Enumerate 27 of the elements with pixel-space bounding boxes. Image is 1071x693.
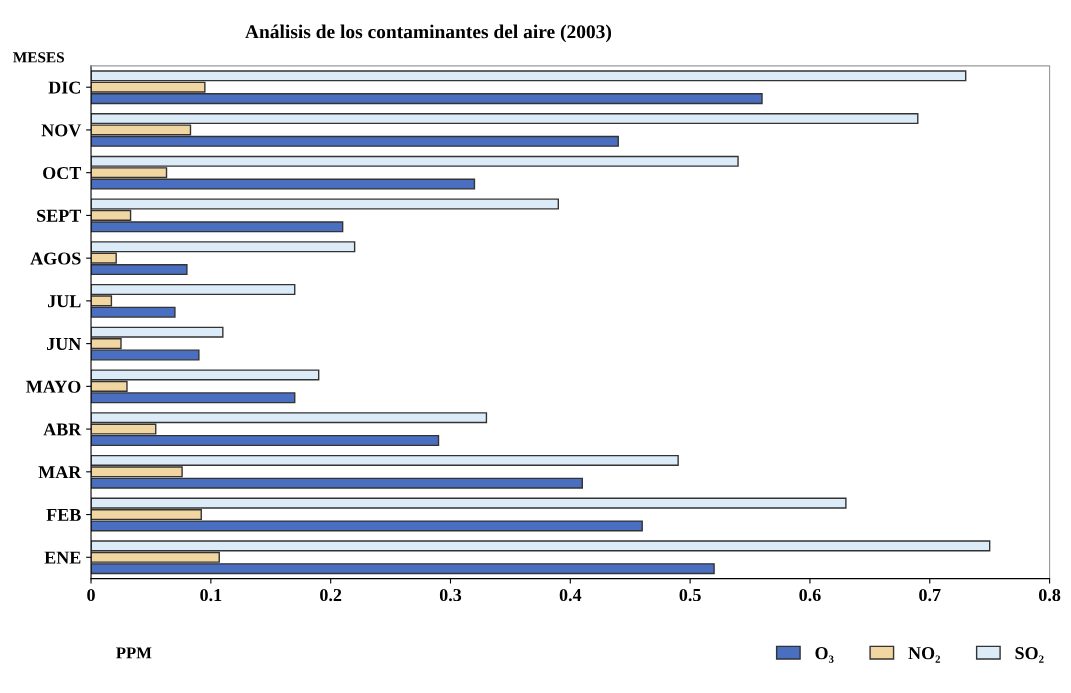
- y-tick-label: NOV: [41, 124, 82, 137]
- x-axis-title: PPM: [116, 647, 152, 659]
- y-tick-label: OCT: [43, 166, 82, 180]
- x-tick-label: 0: [87, 588, 95, 602]
- x-tick-label: 0.5: [679, 588, 701, 602]
- x-tick-label: 0.3: [439, 588, 462, 602]
- x-tick-label: 0.8: [1038, 588, 1061, 602]
- x-tick-label: 0.6: [799, 588, 821, 602]
- x-tick-label: 0.4: [559, 588, 582, 602]
- y-tick-label: SEPT: [37, 209, 82, 222]
- y-tick-label: MAR: [38, 466, 82, 479]
- chart-title: Análisis de los contaminantes del aire (2003): [245, 24, 612, 43]
- x-tick-label: 0.2: [320, 588, 342, 602]
- y-tick-label: ENE: [44, 551, 81, 564]
- y-axis-title: MESES: [13, 52, 64, 63]
- y-tick-label: MAYO: [26, 380, 81, 393]
- y-tick-label: JUN: [47, 338, 82, 351]
- x-tick-label: 0.1: [200, 588, 222, 602]
- legend-label: O₃: [815, 647, 834, 663]
- y-tick-label: JUL: [48, 295, 81, 308]
- y-tick-label: DIC: [48, 81, 80, 94]
- legend-label: NO₂: [908, 647, 941, 663]
- y-tick-label: ABR: [43, 423, 82, 436]
- y-tick-label: AGOS: [30, 252, 81, 265]
- y-tick-label: FEB: [46, 508, 81, 521]
- legend-label: SO₂: [1015, 647, 1044, 663]
- x-tick-label: 0.7: [919, 588, 941, 602]
